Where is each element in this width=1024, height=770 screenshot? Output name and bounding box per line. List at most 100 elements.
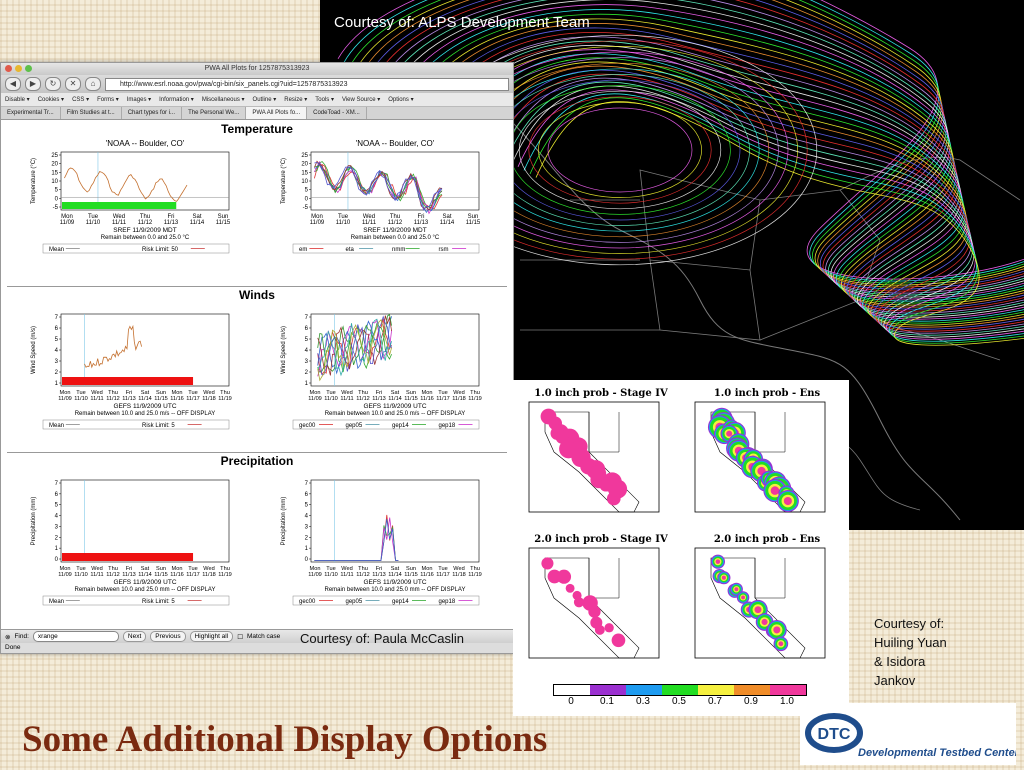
series-line (64, 167, 188, 202)
x-tick-label: Fri (376, 566, 383, 572)
y-tick-label: 2 (55, 535, 59, 541)
temperature-section: Temperature 'NOAA -- Boulder, CO' 25 20 15 1… (7, 120, 507, 287)
state-border (649, 259, 761, 341)
find-previous-button[interactable]: Previous (150, 631, 186, 642)
prob-1-0 (783, 496, 792, 506)
x-tick-date: 11/17 (436, 396, 450, 402)
series-line (314, 161, 443, 211)
close-icon[interactable] (5, 65, 12, 72)
colorbar-tick-label: 0.9 (744, 696, 758, 707)
precipitation-section: Precipitation 7 6 5 4 3 2 1 0 Precipitation (mm)… (7, 452, 507, 624)
series-line (317, 318, 392, 377)
precip-map (528, 401, 660, 513)
x-tick-label: Sun (218, 214, 229, 220)
browser-tab[interactable]: PWA All Plots fo... (246, 107, 308, 119)
precip-map (528, 547, 660, 659)
browser-tab[interactable]: Film Studies at t... (61, 107, 122, 119)
x-tick-date: 11/10 (74, 396, 88, 402)
browser-tab[interactable]: Experimental Tr... (1, 107, 61, 119)
x-tick-date: 11/18 (202, 572, 216, 578)
y-tick-label: 0 (305, 557, 309, 563)
toolbar-item[interactable]: Tools ▾ (315, 97, 334, 103)
x-tick-label: Tue (438, 566, 447, 572)
risk-bar (62, 377, 194, 385)
find-input[interactable]: xrange (32, 631, 119, 642)
url-field[interactable]: http://www.esrl.noaa.gov/pwa/cgi-bin/six… (105, 77, 509, 91)
find-bar: ⊗ Find: xrange Next Previous Highlight a… (1, 629, 513, 643)
california-maps (528, 401, 826, 659)
state-border (520, 199, 660, 331)
maximize-icon[interactable] (25, 65, 32, 72)
toolbar-item[interactable]: CSS ▾ (72, 97, 90, 103)
toolbar-item[interactable]: Miscellaneous ▾ (201, 97, 245, 103)
precip-map (694, 547, 826, 659)
nevada-border (588, 412, 620, 453)
x-tick-label: Sat (141, 566, 150, 572)
height-contour (409, 13, 1024, 304)
y-axis-label: Wind Speed (m/s) (281, 326, 287, 374)
observed-precip (604, 623, 614, 633)
browser-credit: Courtesy of: Paula McCaslin (300, 631, 465, 646)
x-tick-date: 11/12 (138, 220, 153, 226)
colorbar-swatch (554, 685, 590, 695)
browser-tab[interactable]: CodeToad - XM... (307, 107, 367, 119)
x-tick-date: 11/16 (420, 572, 434, 578)
x-tick-label: Fri (126, 390, 133, 396)
x-tick-label: Mon (172, 566, 183, 572)
toolbar-item[interactable]: Forms ▾ (97, 97, 119, 103)
panel-title-2: 1.0 inch prob - Ens (713, 388, 821, 399)
reload-button[interactable]: ↻ (45, 77, 61, 91)
panel-title-3: 2.0 inch prob - Stage IV (534, 534, 668, 545)
match-case-checkbox[interactable]: ☐ (237, 633, 244, 641)
toolbar-item[interactable]: Options ▾ (388, 97, 414, 103)
stop-button[interactable]: ✕ (65, 77, 81, 91)
x-tick-date: 11/18 (452, 572, 466, 578)
highlight-all-button[interactable]: Highlight all (189, 631, 234, 642)
temperature-title: Temperature (221, 122, 293, 136)
map-credit: Courtesy of: ALPS Development Team (334, 14, 590, 31)
toolbar-item[interactable]: Information ▾ (159, 97, 194, 103)
toolbar-item[interactable]: Cookies ▾ (37, 97, 65, 103)
prob-1-0 (761, 618, 768, 626)
toolbar-item[interactable]: View Source ▾ (341, 97, 381, 103)
toolbar-item[interactable]: Outline ▾ (252, 97, 277, 103)
x-tick-date: 11/13 (372, 572, 386, 578)
toolbar-item[interactable]: Resize ▾ (284, 97, 308, 103)
legend-label: Mean (49, 599, 64, 605)
browser-tab[interactable]: The Personal We... (182, 107, 247, 119)
x-tick-date: 11/17 (436, 572, 450, 578)
x-tick-date: 11/11 (90, 396, 103, 402)
legend-label: em (299, 247, 307, 253)
forward-button[interactable]: ▶ (25, 77, 41, 91)
x-tick-label: Fri (376, 390, 383, 396)
prob-1-0 (734, 587, 739, 592)
x-tick-date: 11/17 (186, 572, 200, 578)
legend-box (42, 419, 230, 430)
colorbar-tick-label: 0.7 (708, 696, 722, 707)
find-close-icon[interactable]: ⊗ (5, 633, 11, 641)
browser-tab[interactable]: Chart types for i... (122, 107, 183, 119)
x-tick-date: 11/11 (362, 220, 377, 226)
minimize-icon[interactable] (15, 65, 22, 72)
series-line (317, 315, 392, 376)
x-tick-date: 11/09 (308, 396, 322, 402)
y-tick-label: 5 (305, 337, 309, 343)
x-tick-label: Mon (310, 566, 321, 572)
height-contour (355, 0, 1024, 286)
toolbar-item[interactable]: Images ▾ (126, 97, 152, 103)
x-tick-label: Wed (363, 214, 375, 220)
back-button[interactable]: ◀ (5, 77, 21, 91)
toolbar-item[interactable]: Disable ▾ (5, 97, 30, 103)
prob-1-0 (721, 575, 726, 580)
y-axis-label: Temperature (°C) (31, 158, 37, 204)
prob-1-0 (770, 486, 780, 495)
home-button[interactable]: ⌂ (85, 77, 101, 91)
x-tick-label: Thu (108, 566, 118, 572)
legend-label: gep18 (439, 599, 456, 605)
risk-bar (62, 202, 177, 209)
legend-box (292, 595, 480, 606)
x-tick-label: Sun (468, 214, 479, 220)
find-next-button[interactable]: Next (122, 631, 147, 642)
series-line (317, 316, 392, 375)
